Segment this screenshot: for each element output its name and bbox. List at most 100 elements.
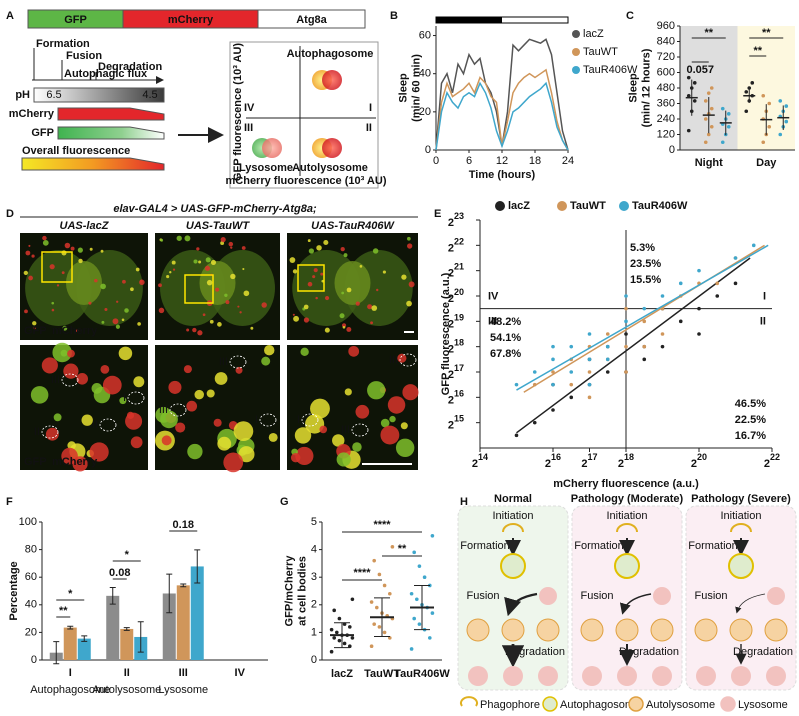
puncta [125,412,143,430]
puncta [346,327,352,332]
puncta [315,296,318,300]
lysosome-icon [766,666,786,686]
legend-label: TauR406W [583,64,638,76]
y-tick-label: 360 [657,97,675,109]
channel-label: mCherry [52,325,98,337]
puncta [184,235,191,242]
puncta [88,301,92,305]
panel-letter: H [460,496,468,508]
pathway-panel [685,505,797,691]
data-point [382,630,387,635]
tick-exponent: 19 [454,313,464,323]
micrograph [155,345,280,470]
tick-base: 2 [448,242,454,254]
step-label: Degradation [619,646,679,658]
quadrant-label: II [760,316,766,328]
legend-swatch [572,66,580,74]
x-tick-label: 217 [581,452,597,470]
bar [106,595,120,660]
lysosome-icon [653,587,671,605]
puncta [51,308,55,312]
x-tick-label: 18 [529,155,541,167]
data-point [369,600,374,604]
data-point [417,622,422,626]
data-point [422,575,427,579]
puncta [336,452,351,467]
data-point [624,370,628,374]
legend-label: TauWT [570,200,606,212]
puncta [206,389,215,398]
puncta-label: II [34,426,40,438]
data-point [733,256,738,260]
data-point [761,140,766,145]
data-point [377,625,382,629]
puncta [70,246,75,251]
puncta [186,328,190,332]
puncta [352,442,362,452]
puncta [187,443,203,460]
quadrant-percent: 16.7% [735,430,766,442]
puncta [94,278,98,283]
puncta [206,279,213,286]
legend-icon [720,696,736,712]
puncta [310,398,330,419]
legend-label: TauR406W [632,200,688,212]
significance-label: ** [398,543,407,555]
data-point [412,616,417,621]
quadrant-frame [229,41,379,189]
step-label: Formation [574,540,624,552]
lysosome-icon [468,666,488,686]
step-label: Degradation [733,646,793,658]
data-point [551,382,555,387]
significance-label: * [68,588,73,600]
step-label: Formation [460,540,510,552]
legend-label: TauWT [583,46,618,58]
puncta [100,283,106,290]
data-point [329,627,334,632]
puncta [303,304,309,310]
data-point [642,344,647,349]
data-point [412,550,417,555]
x-tick-label: 214 [472,452,488,470]
puncta [224,293,228,297]
data-point [703,117,708,121]
legend-swatch [495,201,505,211]
x-tick-label: 12 [496,155,508,167]
puncta [324,295,330,301]
step-label: Fusion [466,590,499,602]
puncta [171,260,176,265]
x-axis-label: mCherry fluorescence (10³ AU) [226,175,387,187]
puncta [30,386,49,404]
data-point [697,332,701,336]
fit-line [516,257,751,434]
puncta [332,434,345,447]
y-axis-label: at cell bodies [296,556,308,626]
quadrant-label: IV [488,291,499,303]
construct-label: Atg8a [296,14,327,26]
data-point [751,243,756,248]
tick-exponent: 16 [454,389,464,399]
data-point [342,641,347,646]
dark-period [436,17,502,23]
y-tick-label: 0 [425,144,431,156]
puncta-label: I [297,414,300,426]
column-header: UAS-TauR406W [311,220,395,232]
panel-letter: D [6,208,14,220]
puncta [210,259,217,265]
puncta [204,265,211,271]
puncta [233,421,254,442]
puncta [32,321,37,326]
data-point [767,124,772,129]
data-point [532,420,537,425]
puncta [158,307,165,314]
puncta [41,357,58,374]
puncta [28,275,33,281]
tick-exponent: 17 [454,363,464,373]
data-point [337,616,342,621]
error-bar [81,635,88,642]
autolysosome-icon [615,618,639,642]
puncta [49,264,55,270]
bar [176,585,190,660]
flux-step-label: Formation [36,38,90,50]
